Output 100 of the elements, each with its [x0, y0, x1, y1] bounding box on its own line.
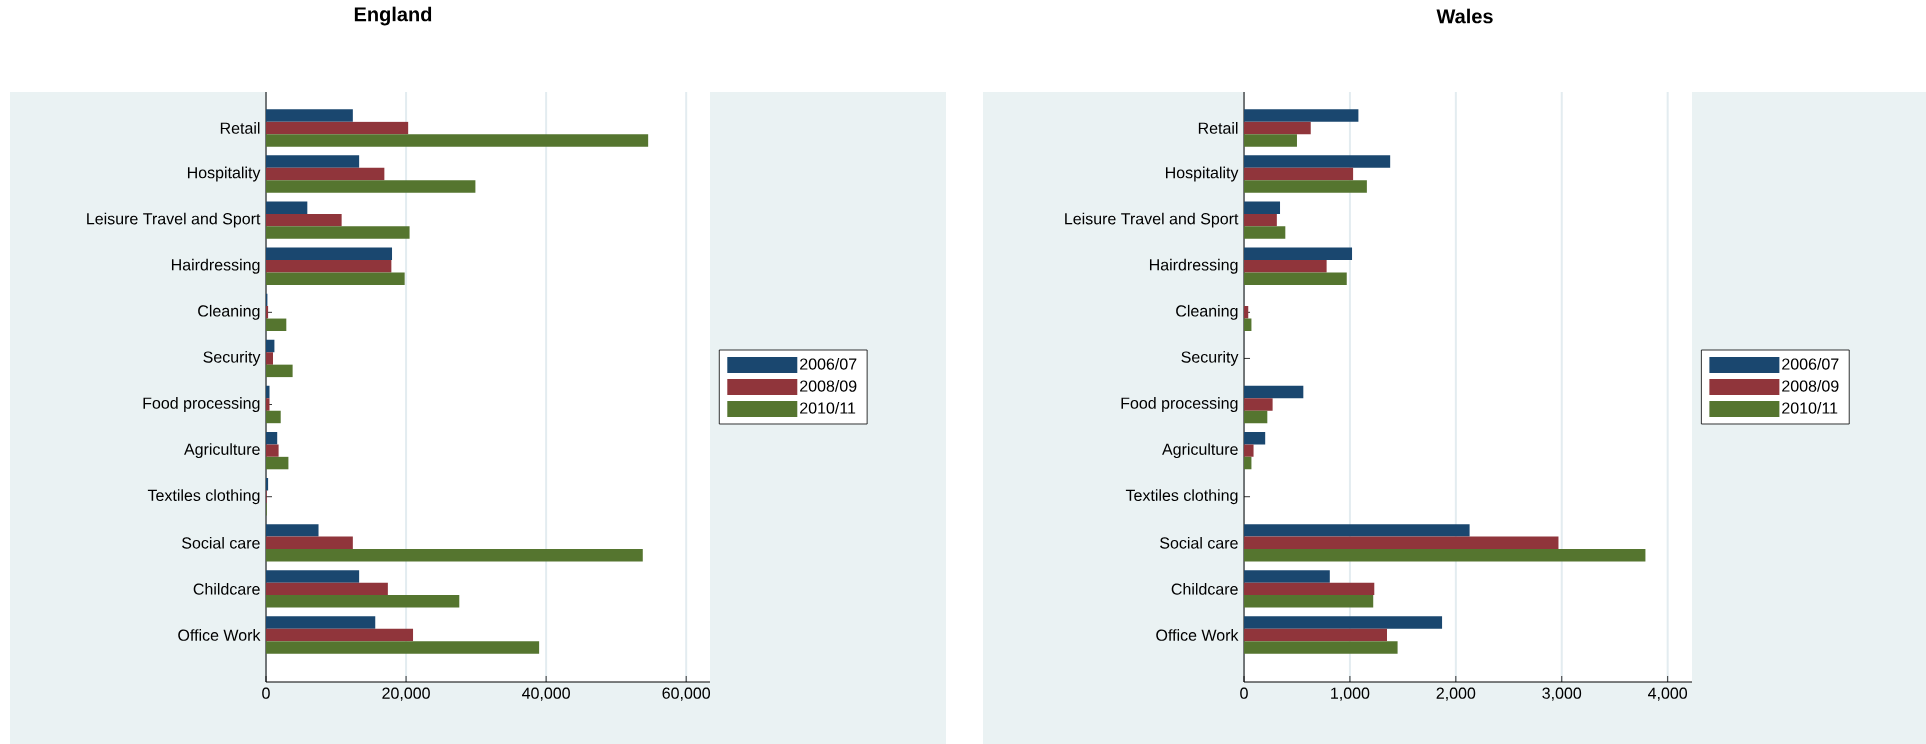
- bar: [1244, 628, 1387, 642]
- bar: [1244, 524, 1470, 537]
- bar: [1244, 109, 1359, 122]
- bar: [1244, 410, 1268, 424]
- bar: [1244, 226, 1286, 239]
- bar: [266, 595, 460, 608]
- y-tick-label: Security: [203, 350, 261, 366]
- x-tick-label: 1,000: [1331, 687, 1370, 701]
- y-tick-label: Hospitality: [187, 166, 261, 182]
- bar: [1244, 398, 1273, 411]
- bar: [266, 549, 643, 562]
- y-tick-label: Hairdressing: [171, 258, 260, 274]
- bar: [266, 456, 289, 470]
- bar: [1244, 641, 1398, 654]
- x-tick-label: 3,000: [1542, 687, 1582, 701]
- y-tick-label: Textiles clothing: [147, 489, 260, 505]
- bar: [1244, 155, 1391, 168]
- legend-label: 2006/07: [800, 358, 857, 370]
- bar: [1244, 134, 1297, 147]
- bar: [1244, 260, 1327, 273]
- x-tick-label: 4,000: [1648, 687, 1688, 701]
- bar: [266, 155, 360, 168]
- bar: [1244, 385, 1304, 399]
- bar: [266, 641, 540, 654]
- bar: [266, 272, 405, 285]
- bar: [1244, 272, 1347, 285]
- bar: [266, 628, 414, 642]
- bar: [266, 536, 353, 550]
- bar: [266, 167, 385, 181]
- bar: [1244, 121, 1311, 135]
- legend-label: 2008/09: [800, 380, 857, 392]
- bar: [266, 318, 287, 332]
- y-tick-label: Cleaning: [1176, 304, 1238, 320]
- bar: [266, 180, 476, 193]
- bar: [1244, 180, 1367, 193]
- y-tick-label: Security: [1181, 350, 1239, 366]
- y-tick-label: Social care: [182, 536, 260, 549]
- bar: [1244, 549, 1646, 562]
- bar: [1244, 536, 1559, 550]
- y-tick-label: Cleaning: [198, 304, 260, 320]
- bar: [1244, 247, 1353, 261]
- y-tick-label: Childcare: [1171, 583, 1238, 595]
- bar: [266, 398, 270, 411]
- bar: [1244, 582, 1375, 596]
- y-tick-label: Office Work: [1156, 629, 1239, 641]
- bar: [1244, 444, 1254, 457]
- legend-label: 2006/07: [1782, 358, 1839, 370]
- bar: [1244, 616, 1443, 629]
- bar: [1244, 201, 1281, 214]
- bar: [266, 134, 649, 147]
- bar: [266, 109, 353, 122]
- bar: [266, 226, 410, 239]
- bar: [266, 306, 269, 319]
- bar: [266, 339, 275, 353]
- bar: [266, 364, 293, 378]
- y-tick-label: Agriculture: [184, 443, 260, 459]
- chart-title: Wales: [1436, 8, 1493, 24]
- chart-title: England: [354, 6, 432, 26]
- legend-label: 2010/11: [1782, 402, 1838, 414]
- bar: [266, 616, 376, 629]
- y-tick-label: Food processing: [143, 397, 260, 412]
- bar: [266, 385, 270, 399]
- bar: [266, 352, 274, 365]
- bar: [1244, 431, 1266, 445]
- bar: [266, 431, 278, 445]
- bar: [266, 582, 388, 596]
- bar: [266, 201, 308, 214]
- y-tick-label: Agriculture: [1162, 443, 1238, 459]
- y-tick-label: Childcare: [193, 583, 260, 595]
- bar: [1244, 213, 1277, 227]
- x-tick-label: 40,000: [522, 687, 570, 701]
- x-tick-label: 20,000: [382, 687, 430, 701]
- bar: [266, 570, 360, 583]
- bar: [266, 213, 342, 227]
- y-tick-label: Retail: [1198, 122, 1238, 134]
- y-tick-label: Retail: [220, 122, 260, 134]
- y-tick-label: Leisure Travel and Sport: [1065, 212, 1239, 228]
- y-tick-label: Food processing: [1121, 397, 1238, 412]
- bar: [266, 524, 319, 537]
- y-tick-label: Textiles clothing: [1125, 489, 1238, 505]
- x-tick-label: 60,000: [662, 687, 711, 701]
- legend-label: 2008/09: [1782, 380, 1839, 392]
- y-tick-label: Hairdressing: [1149, 258, 1238, 274]
- bar: [266, 444, 279, 457]
- y-tick-label: Hospitality: [1165, 166, 1239, 182]
- y-tick-label: Office Work: [178, 629, 261, 641]
- x-tick-label: 0: [1240, 687, 1248, 699]
- x-tick-label: 0: [262, 687, 270, 699]
- bar: [266, 121, 409, 135]
- bar: [266, 478, 269, 491]
- bar: [266, 410, 281, 424]
- y-tick-label: Social care: [1160, 536, 1238, 549]
- bar: [1244, 595, 1374, 608]
- x-tick-label: 2,000: [1436, 687, 1476, 701]
- bar: [1244, 570, 1330, 583]
- y-tick-label: Leisure Travel and Sport: [87, 212, 261, 228]
- bar: [266, 260, 392, 273]
- bar: [1244, 167, 1354, 181]
- legend-label: 2010/11: [800, 402, 856, 414]
- bar: [266, 247, 393, 261]
